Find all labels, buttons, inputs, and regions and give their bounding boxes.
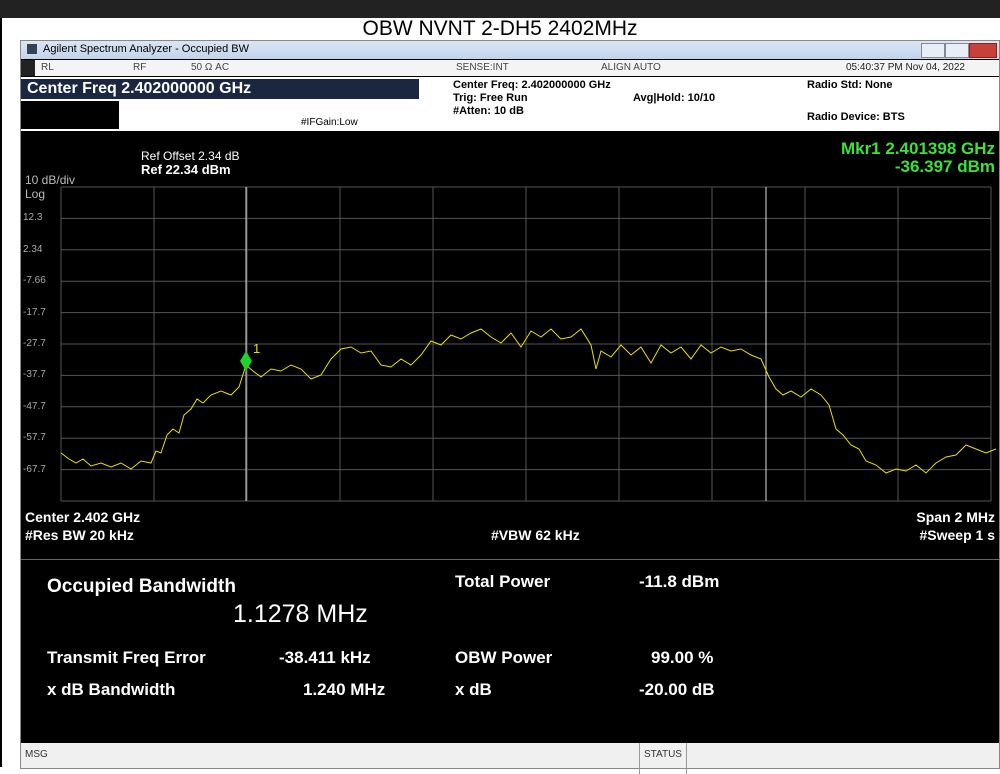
screenshot: Agilent Spectrum Analyzer - Occupied BW … — [20, 40, 1000, 774]
center: Center 2.402 GHz — [25, 509, 141, 525]
span: Span 2 MHz — [916, 509, 995, 525]
res-bw: #Res BW 20 kHz — [25, 527, 134, 543]
trace — [60, 328, 997, 474]
sweep: #Sweep 1 s — [919, 527, 996, 543]
y-label: -7.66 — [23, 275, 46, 287]
obw-power-value: 99.00 % — [651, 648, 714, 667]
settings-panel: Center Freq 2.402000000 GHz #IFGain:Low … — [21, 77, 999, 131]
center-freq: Center Freq: 2.402000000 GHz — [453, 79, 611, 91]
maximize-button[interactable] — [945, 43, 969, 58]
if-gain: #IFGain:Low — [301, 117, 358, 128]
results-panel: Occupied Bandwidth 1.1278 MHz Total Powe… — [21, 559, 999, 740]
obw-power-label: OBW Power — [455, 648, 553, 667]
atten: #Atten: 10 dB — [453, 105, 524, 117]
marker-id: 1 — [253, 341, 260, 356]
log: Log — [25, 187, 46, 201]
page-title: OBW NVNT 2-DH5 2402MHz — [362, 17, 638, 40]
impedance: 50 Ω AC — [191, 62, 230, 73]
radio-device: Radio Device: BTS — [807, 111, 905, 123]
total-power-value: -11.8 dBm — [639, 572, 720, 591]
ref-offset: Ref Offset 2.34 dB — [141, 149, 240, 163]
ref-level: Ref 22.34 dBm — [141, 162, 231, 177]
tfe-label: Transmit Freq Error — [47, 648, 206, 667]
rl: RL — [41, 62, 54, 73]
title-bar: Agilent Spectrum Analyzer - Occupied BW — [21, 41, 999, 59]
sense: SENSE:INT — [456, 62, 509, 73]
plot-svg: 1 — [60, 186, 997, 502]
plot-area: Ref Offset 2.34 dB 10 dB/div Ref 22.34 d… — [21, 133, 999, 556]
top-strip — [0, 0, 1000, 18]
total-power-label: Total Power — [455, 572, 551, 591]
y-label: -27.7 — [23, 338, 46, 349]
align: ALIGN AUTO — [601, 62, 661, 73]
radio-std: Radio Std: None — [807, 79, 893, 91]
grid — [60, 186, 992, 502]
input-box — [21, 101, 119, 129]
center-freq-big: Center Freq 2.402000000 GHz — [21, 79, 419, 99]
status: STATUS — [639, 743, 687, 774]
obw-value: 1.1278 MHz — [233, 600, 368, 628]
xdb-bw-label: x dB Bandwidth — [47, 680, 176, 699]
tfe-value: -38.411 kHz — [279, 648, 371, 667]
trig: Trig: Free Run — [453, 92, 528, 104]
y-label: 12.3 — [23, 212, 43, 224]
lxi-icon — [21, 60, 35, 76]
y-label: -17.7 — [23, 306, 46, 318]
obw-label: Occupied Bandwidth — [47, 576, 236, 597]
marker-diamond — [240, 351, 252, 371]
frame — [0, 18, 1000, 767]
xdb-value: -20.00 dB — [639, 680, 715, 699]
minimize-button[interactable] — [921, 43, 945, 58]
y-label: -57.7 — [23, 432, 46, 444]
xdb-bw-value: 1.240 MHz — [303, 680, 386, 699]
vbw: #VBW 62 kHz — [491, 527, 580, 543]
marker-freq: Mkr1 2.401398 GHz — [840, 139, 995, 158]
scale: 10 dB/div — [25, 173, 76, 187]
rf: RF — [133, 62, 147, 73]
window-title: Agilent Spectrum Analyzer - Occupied BW — [43, 43, 250, 55]
y-label: 2.34 — [23, 243, 43, 255]
app-icon — [27, 44, 37, 54]
avg-hold: Avg|Hold: 10/10 — [633, 92, 716, 104]
y-label: -47.7 — [23, 400, 46, 412]
msg: MSG — [25, 749, 48, 760]
y-label: -67.7 — [23, 463, 46, 475]
datetime: 05:40:37 PM Nov 04, 2022 — [846, 62, 965, 73]
status-bar: MSG STATUS — [21, 743, 999, 774]
y-label: -37.7 — [23, 369, 46, 381]
status-row: RL RF 50 Ω AC SENSE:INT ALIGN AUTO 05:40… — [21, 60, 999, 76]
xdb-label: x dB — [455, 680, 492, 699]
marker-level: -36.397 dBm — [894, 157, 995, 176]
close-button[interactable] — [969, 43, 997, 58]
